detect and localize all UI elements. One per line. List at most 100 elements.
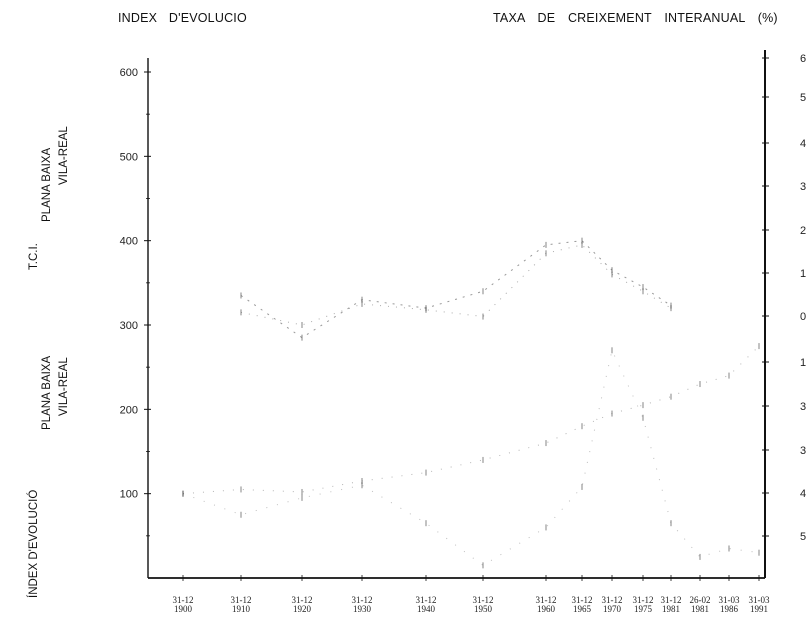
- series-point: [611, 271, 613, 278]
- x-ticks: 31-12190031-12191031-12192031-12193031-1…: [173, 575, 770, 614]
- series-point: [699, 381, 701, 388]
- series-point: [670, 393, 672, 400]
- series-point: [642, 288, 644, 295]
- x-tick-label-top: 31-12: [536, 595, 557, 605]
- x-tick-label-bottom: 1975: [634, 604, 653, 614]
- series-point: [240, 511, 242, 518]
- x-tick-label-bottom: 1910: [232, 604, 251, 614]
- x-tick-label-top: 31-12: [352, 595, 373, 605]
- series-point: [240, 486, 242, 493]
- left-y-tick-label: 400: [120, 236, 138, 248]
- series-point: [361, 296, 363, 303]
- right-y-tick-label: 5: [800, 531, 806, 543]
- x-tick-label-top: 31-12: [572, 595, 593, 605]
- series-point: [545, 524, 547, 531]
- x-tick-label-bottom: 1981: [691, 604, 709, 614]
- series-point: [182, 490, 184, 497]
- x-tick-label-bottom: 1940: [417, 604, 436, 614]
- series-point: [361, 482, 363, 489]
- series-point: [699, 553, 701, 560]
- x-tick-label-top: 31-03: [719, 595, 740, 605]
- series-point: [670, 305, 672, 312]
- series-point: [642, 414, 644, 421]
- right-y-tick-label: 4: [800, 138, 806, 150]
- series-point: [642, 402, 644, 409]
- x-tick-label-bottom: 1981: [662, 604, 680, 614]
- right-y-tick-label: 0: [800, 311, 806, 323]
- series-group: [182, 237, 760, 569]
- x-tick-label-bottom: 1950: [474, 604, 493, 614]
- x-tick-label-top: 31-12: [416, 595, 437, 605]
- series-point: [545, 250, 547, 257]
- x-tick-label-top: 26-02: [690, 595, 711, 605]
- series-point: [482, 288, 484, 295]
- left-y-tick-label: 500: [120, 151, 138, 163]
- right-y-tick-label: 5: [800, 92, 806, 104]
- x-tick-label-top: 31-12: [473, 595, 494, 605]
- series-point: [581, 241, 583, 248]
- series-line: [240, 244, 672, 326]
- series-point: [425, 469, 427, 476]
- series-point: [240, 309, 242, 316]
- left-y-tick-label: 200: [120, 404, 138, 416]
- series-point: [581, 483, 583, 490]
- x-tick-label-top: 31-12: [292, 595, 313, 605]
- x-tick-label-top: 31-03: [749, 595, 770, 605]
- series-line: [182, 348, 760, 566]
- series-point: [758, 343, 760, 350]
- series-point: [728, 545, 730, 552]
- left-axis-title: INDEX D'EVOLUCIO: [118, 11, 247, 25]
- right-y-tick-label: 4: [800, 488, 806, 500]
- series-point: [545, 241, 547, 248]
- series-point: [301, 322, 303, 328]
- x-tick-label-bottom: 1965: [573, 604, 592, 614]
- chart-axes: [147, 50, 766, 579]
- series-point: [301, 334, 303, 341]
- series-point: [581, 423, 583, 430]
- right-y-tick-label: 1: [800, 357, 806, 369]
- series-point: [361, 478, 363, 485]
- x-tick-label-bottom: 1986: [720, 604, 739, 614]
- x-tick-label-bottom: 1900: [174, 604, 193, 614]
- x-tick-label-bottom: 1960: [537, 604, 556, 614]
- series-point: [545, 440, 547, 447]
- x-tick-label-top: 31-12: [173, 595, 194, 605]
- left-y-ticks: 600 500 400 300 200 100: [120, 67, 151, 537]
- series-point: [361, 300, 363, 307]
- series-point: [425, 520, 427, 527]
- series-point: [301, 488, 303, 495]
- series-point: [482, 562, 484, 569]
- series-line: [182, 345, 760, 495]
- x-tick-label-top: 31-12: [602, 595, 623, 605]
- series-point: [611, 410, 613, 417]
- x-tick-label-top: 31-12: [661, 595, 682, 605]
- series-point: [728, 372, 730, 379]
- right-y-ticks: 6 5 4 3 2 1 0 1 3 3 4 5: [762, 53, 806, 543]
- x-tick-label-bottom: 1970: [603, 604, 622, 614]
- x-tick-label-bottom: 1920: [293, 604, 312, 614]
- x-tick-label-top: 31-12: [231, 595, 252, 605]
- left-y-tick-label: 600: [120, 67, 138, 79]
- right-axis-title: TAXA DE CREIXEMENT INTERANUAL (%): [493, 11, 778, 25]
- series-line: [240, 240, 672, 339]
- right-y-tick-label: 2: [800, 225, 806, 237]
- x-tick-label-top: 31-12: [633, 595, 654, 605]
- left-y-tick-label: 300: [120, 320, 138, 332]
- series-point: [670, 520, 672, 527]
- series-point: [301, 494, 303, 501]
- series-point: [581, 237, 583, 244]
- x-tick-label-bottom: 1930: [353, 604, 372, 614]
- right-y-tick-label: 3: [800, 445, 806, 457]
- series-point: [758, 549, 760, 556]
- right-y-tick-label: 1: [800, 268, 806, 280]
- right-y-tick-label: 3: [800, 181, 806, 193]
- series-point: [611, 347, 613, 354]
- series-point: [642, 284, 644, 291]
- series-point: [425, 306, 427, 313]
- series-point: [482, 313, 484, 320]
- left-y-tick-label: 100: [120, 489, 138, 501]
- series-point: [240, 292, 242, 299]
- series-point: [482, 456, 484, 463]
- series-point: [611, 267, 613, 274]
